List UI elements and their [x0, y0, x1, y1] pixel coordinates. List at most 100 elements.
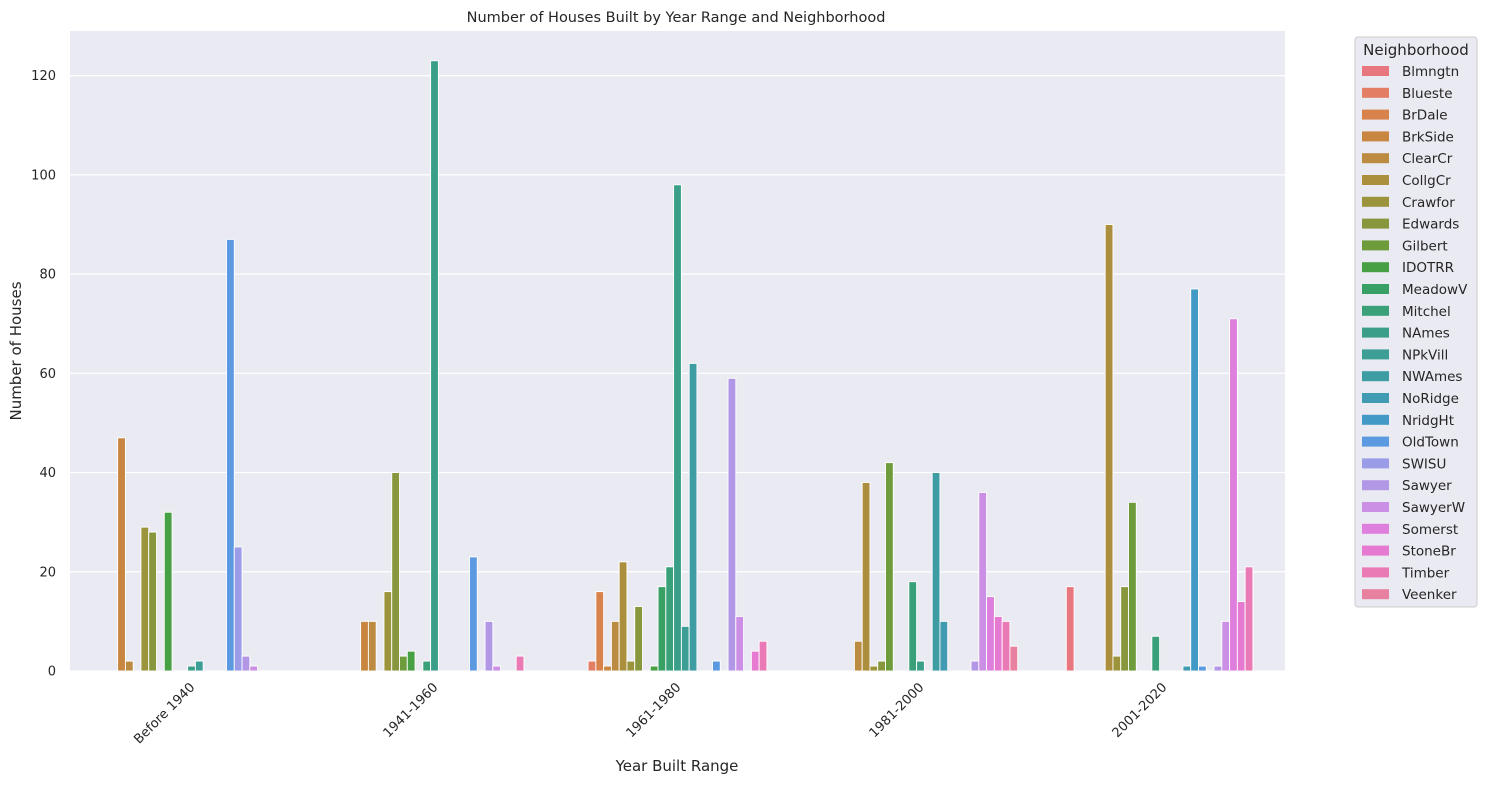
bar-blmngtn-4	[1065, 586, 1075, 672]
x-tick-label: Before 1940	[131, 680, 198, 747]
bar-timber-2	[758, 640, 768, 672]
legend-swatch-swisu	[1362, 458, 1389, 469]
bar-stonebr-4	[1236, 601, 1246, 672]
bar-blueste-2	[587, 660, 597, 672]
bar-noridge-4	[1182, 665, 1192, 672]
bar-sawyer-2	[727, 377, 737, 672]
bar-sawyer-1	[484, 620, 494, 672]
bar-gilbert-4	[1128, 501, 1137, 672]
bar-clearcr-2	[610, 620, 620, 672]
bar-crawfor-3	[869, 665, 879, 672]
y-tick-label: 0	[48, 665, 56, 680]
legend-swatch-veenker	[1362, 589, 1389, 600]
bars-layer	[117, 60, 1254, 672]
y-tick-label: 120	[31, 69, 56, 84]
bar-mitchel-4	[1151, 635, 1161, 672]
bar-idotrr-1	[406, 650, 416, 672]
bar-oldtown-2	[712, 660, 721, 672]
bar-edwards-1	[391, 472, 400, 672]
legend-label-mitchel: Mitchel	[1402, 304, 1451, 320]
bar-sawyerw-0	[249, 665, 259, 672]
legend-label-somerst: Somerst	[1402, 522, 1458, 538]
x-tick-label: 2001-2020	[1110, 680, 1171, 741]
legend-swatch-nwames	[1362, 371, 1389, 382]
legend-label-blueste: Blueste	[1402, 86, 1453, 102]
bar-mitchel-1	[422, 660, 432, 672]
legend-swatch-noridge	[1362, 393, 1389, 403]
legend-swatch-edwards	[1362, 218, 1389, 229]
bar-names-0	[187, 665, 196, 672]
bar-nwames-3	[931, 472, 941, 672]
bar-npkvill-2	[680, 625, 690, 672]
bar-names-1	[430, 60, 439, 672]
bar-npkvill-0	[194, 660, 204, 672]
bar-brkside-2	[603, 665, 612, 672]
bar-clearcr-3	[853, 640, 863, 672]
bar-crawfor-1	[383, 591, 393, 672]
bar-crawfor-0	[140, 526, 150, 672]
legend-swatch-brdale	[1362, 109, 1389, 120]
bar-mitchel-2	[665, 566, 675, 672]
legend-swatch-sawyerw	[1362, 502, 1389, 512]
legend-label-clearcr: ClearCr	[1402, 151, 1453, 167]
legend-label-collgcr: CollgCr	[1402, 173, 1451, 189]
legend-label-idotrr: IDOTRR	[1402, 260, 1454, 276]
bar-edwards-0	[148, 531, 157, 672]
bar-oldtown-1	[469, 556, 478, 672]
legend-swatch-gilbert	[1362, 240, 1389, 251]
legend-swatch-names	[1362, 327, 1389, 338]
legend-title: Neighborhood	[1363, 41, 1469, 59]
bar-edwards-4	[1120, 586, 1129, 672]
legend-swatch-brkside	[1362, 131, 1389, 142]
bar-sawyerw-1	[492, 665, 502, 672]
bar-stonebr-2	[750, 650, 760, 672]
legend-swatch-sawyer	[1362, 480, 1389, 491]
bar-somerst-4	[1229, 318, 1238, 672]
bar-oldtown-0	[226, 238, 235, 672]
legend-swatch-blueste	[1362, 87, 1389, 98]
bar-clearcr-1	[367, 620, 377, 672]
bar-sawyer-0	[241, 655, 251, 672]
bar-gilbert-1	[399, 655, 408, 672]
legend-label-brdale: BrDale	[1402, 108, 1448, 124]
x-axis-label: Year Built Range	[615, 757, 739, 775]
y-axis-ticks: 0 20 40 60 80 100 120	[31, 69, 56, 679]
bar-somerst-3	[986, 596, 995, 672]
legend-swatch-oldtown	[1362, 436, 1389, 447]
bar-crawfor-4	[1112, 655, 1122, 672]
bar-timber-3	[1001, 620, 1011, 672]
bar-timber-1	[515, 655, 525, 672]
legend-swatch-collgcr	[1362, 175, 1389, 185]
legend-label-noridge: NoRidge	[1402, 391, 1459, 407]
x-tick-label: 1941-1960	[381, 680, 442, 741]
x-tick-label: 1981-2000	[867, 680, 928, 741]
y-tick-label: 100	[31, 168, 56, 183]
bar-swisu-0	[233, 546, 243, 672]
bar-nwames-2	[688, 362, 698, 672]
bar-brdale-2	[595, 591, 605, 672]
legend-label-veenker: Veenker	[1402, 587, 1457, 603]
legend-label-meadowv: MeadowV	[1402, 282, 1468, 298]
bar-gilbert-3	[885, 462, 894, 672]
bar-collgcr-3	[861, 482, 871, 672]
y-tick-label: 60	[39, 367, 56, 382]
legend: Neighborhood Blmngtn Blueste BrDale BrkSide…	[1354, 36, 1478, 608]
bar-nridght-4	[1190, 288, 1199, 672]
bar-idotrr-0	[163, 511, 173, 672]
legend-label-oldtown: OldTown	[1402, 435, 1459, 451]
bar-names-2	[673, 184, 682, 672]
y-axis-label: Number of Houses	[7, 281, 25, 420]
bar-names-3	[916, 660, 925, 672]
legend-label-nwames: NWAmes	[1402, 369, 1462, 385]
bar-clearcr-0	[124, 660, 134, 672]
legend-swatch-mitchel	[1362, 305, 1389, 316]
bar-sawyerw-4	[1221, 620, 1231, 672]
y-tick-label: 80	[39, 268, 56, 283]
legend-swatch-timber	[1362, 567, 1389, 578]
bar-edwards-2	[634, 606, 643, 672]
legend-label-names: NAmes	[1402, 326, 1450, 342]
legend-swatch-idotrr	[1362, 262, 1389, 273]
bar-noridge-3	[939, 620, 949, 672]
x-tick-label: 1961-1980	[624, 680, 685, 741]
